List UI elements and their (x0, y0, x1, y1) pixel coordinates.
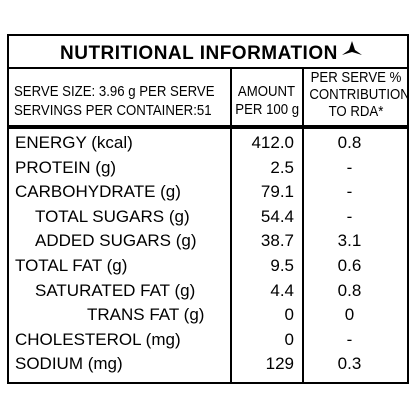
amount-header-line1: AMOUNT (237, 83, 296, 100)
column-divider-2 (302, 68, 304, 384)
header-divider (7, 125, 409, 129)
nutrient-label: PROTEIN (g) (15, 157, 117, 177)
nutrient-row: ENERGY (kcal) 412.0 0.8 (7, 131, 409, 155)
nutrient-row: SODIUM (mg) 129 0.3 (7, 352, 409, 376)
servings-per-container-text: SERVINGS PER CONTAINER:51 (14, 102, 212, 119)
serve-size-text: SERVE SIZE: 3.96 g PER SERVE (14, 83, 215, 100)
amount-per-100g: 2.5 (270, 157, 294, 177)
amount-per-100g: 38.7 (260, 231, 294, 251)
nutrient-label: ENERGY (kcal) (15, 133, 133, 152)
nutrient-row: TOTAL FAT (g) 9.5 0.6 (7, 254, 409, 278)
nutrition-panel (7, 34, 409, 384)
rda-contribution: 0.3 (337, 354, 362, 374)
rda-contribution: 0.8 (337, 280, 362, 300)
amount-per-100g: 54.4 (260, 206, 294, 226)
nutrient-label: SODIUM (mg) (15, 354, 123, 374)
title-divider (7, 67, 409, 69)
rda-contribution: - (346, 329, 353, 349)
nutrient-row: CARBOHYDRATE (g) 79.1 - (7, 180, 409, 204)
rda-contribution: - (346, 206, 353, 226)
star-emblem-icon (342, 41, 362, 55)
nutrient-label: TOTAL SUGARS (g) (35, 206, 190, 226)
nutrient-label: CARBOHYDRATE (g) (15, 182, 181, 202)
amount-per-100g: 9.5 (270, 256, 294, 275)
amount-per-100g: 0 (284, 305, 294, 325)
amount-header-line2: PER 100 g (235, 101, 300, 118)
nutrient-row: CHOLESTEROL (mg) 0 - (7, 328, 409, 352)
rda-contribution: 0.6 (337, 256, 362, 275)
nutrient-label: SATURATED FAT (g) (35, 280, 196, 300)
nutrient-row: TOTAL SUGARS (g) 54.4 - (7, 205, 409, 229)
rda-header-line2: CONTRIBUTION (309, 86, 410, 103)
nutrient-label: TRANS FAT (g) (87, 305, 205, 325)
rda-contribution: 0 (344, 305, 355, 325)
nutrient-label: ADDED SUGARS (g) (35, 231, 197, 251)
rda-contribution: 0.8 (337, 133, 362, 152)
nutrient-row: TRANS FAT (g) 0 0 (7, 303, 409, 327)
amount-per-100g: 79.1 (260, 182, 294, 202)
nutrient-row: SATURATED FAT (g) 4.4 0.8 (7, 279, 409, 303)
amount-per-100g: 4.4 (270, 280, 294, 300)
panel-title: NUTRITIONAL INFORMATION (60, 43, 338, 64)
amount-per-100g: 412.0 (251, 133, 294, 152)
amount-per-100g: 129 (265, 354, 294, 374)
nutrient-label: CHOLESTEROL (mg) (15, 329, 181, 349)
rda-header-line1: PER SERVE % (310, 69, 402, 86)
amount-per-100g: 0 (284, 329, 294, 349)
rda-contribution: - (346, 157, 353, 177)
rda-contribution: 3.1 (337, 231, 362, 251)
column-divider-1 (230, 68, 232, 384)
rda-contribution: - (346, 182, 353, 202)
nutrient-row: ADDED SUGARS (g) 38.7 3.1 (7, 229, 409, 253)
nutrient-label: TOTAL FAT (g) (15, 256, 128, 275)
rda-header-line3: TO RDA* (328, 103, 384, 120)
nutrient-row: PROTEIN (g) 2.5 - (7, 156, 409, 180)
